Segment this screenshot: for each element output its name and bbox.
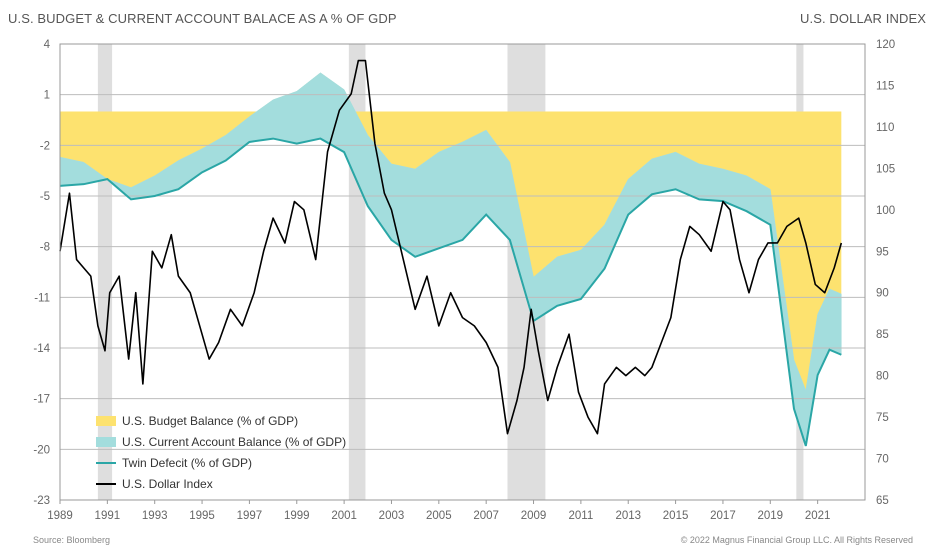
left-tick-label: -2	[40, 140, 50, 152]
legend-label-dollar-index: U.S. Dollar Index	[122, 476, 213, 491]
x-tick-label: 2015	[663, 510, 689, 522]
left-tick-label: -5	[40, 191, 50, 203]
left-tick-label: -14	[33, 343, 50, 355]
legend-swatch-twin-deficit	[96, 461, 116, 464]
left-tick-label: -11	[34, 292, 50, 304]
right-tick-label: 90	[876, 288, 889, 300]
plot-frame	[59, 43, 866, 501]
right-tick-label: 120	[876, 39, 895, 51]
left-tick-label: -23	[33, 495, 50, 507]
legend-item-dollar-index: U.S. Dollar Index	[96, 473, 346, 494]
x-tick-label: 1991	[95, 510, 121, 522]
legend-label-twin-deficit: Twin Defecit (% of GDP)	[122, 455, 253, 470]
x-tick-label: 1999	[284, 510, 310, 522]
x-tick-label: 1995	[189, 510, 215, 522]
copyright-note: © 2022 Magnus Financial Group LLC. All R…	[680, 535, 913, 545]
x-tick-label: 2007	[473, 510, 499, 522]
left-tick-label: -20	[33, 444, 50, 456]
right-tick-label: 70	[876, 454, 889, 466]
right-tick-label: 75	[876, 412, 889, 424]
legend-item-current-account: U.S. Current Account Balance (% of GDP)	[96, 431, 346, 452]
right-tick-label: 100	[876, 205, 895, 217]
legend-item-twin-deficit: Twin Defecit (% of GDP)	[96, 452, 346, 473]
x-tick-label: 1989	[47, 510, 73, 522]
right-tick-label: 105	[876, 163, 895, 175]
line-series	[59, 59, 843, 447]
right-tick-label: 85	[876, 329, 889, 341]
right-tick-label: 110	[876, 122, 894, 134]
x-tick-label: 2011	[569, 510, 594, 522]
left-tick-label: 4	[44, 39, 51, 51]
legend: U.S. Budget Balance (% of GDP) U.S. Curr…	[96, 410, 346, 494]
budget-balance-area	[60, 72, 842, 391]
x-tick-label: 1997	[237, 510, 263, 522]
left-tick-label: -17	[33, 394, 50, 406]
legend-label-current-account: U.S. Current Account Balance (% of GDP)	[122, 434, 347, 449]
source-note: Source: Bloomberg	[33, 535, 111, 545]
left-tick-label: 1	[44, 90, 50, 102]
right-tick-label: 65	[876, 495, 889, 507]
twin-deficit-line	[59, 137, 842, 447]
x-axis-ticks: 1989 1991 1993 1995 1997 1999 2001 2003 2005 2007…	[47, 500, 830, 522]
x-tick-label: 1993	[142, 510, 168, 522]
x-tick-label: 2021	[805, 510, 831, 522]
dollar-index-line	[59, 59, 843, 435]
legend-swatch-dollar-index	[96, 482, 116, 485]
x-tick-label: 2013	[615, 510, 641, 522]
x-tick-label: 2001	[331, 510, 357, 522]
x-tick-label: 2003	[379, 510, 405, 522]
legend-swatch-budget	[96, 415, 116, 426]
chart-title: U.S. BUDGET & CURRENT ACCOUNT BALACE AS …	[8, 11, 397, 26]
right-tick-label: 115	[876, 80, 894, 92]
x-tick-label: 2017	[710, 510, 736, 522]
x-tick-label: 2019	[757, 510, 783, 522]
legend-label-budget: U.S. Budget Balance (% of GDP)	[122, 413, 299, 428]
left-tick-label: -8	[40, 242, 50, 254]
right-axis-ticks: 120 115 110 105 100 95 90 85 80 75 70 65	[876, 39, 895, 507]
right-tick-label: 95	[876, 246, 889, 258]
left-axis-ticks: 4 1 -2 -5 -8 -11 -14 -17 -20 -23	[33, 39, 50, 507]
right-axis-title: U.S. DOLLAR INDEX	[800, 11, 926, 26]
legend-swatch-current-account	[96, 436, 116, 447]
plot-border	[59, 43, 866, 501]
legend-item-budget: U.S. Budget Balance (% of GDP)	[96, 410, 346, 431]
x-tick-label: 2009	[521, 510, 547, 522]
area-series	[59, 72, 842, 447]
right-tick-label: 80	[876, 371, 889, 383]
x-tick-label: 2005	[426, 510, 452, 522]
